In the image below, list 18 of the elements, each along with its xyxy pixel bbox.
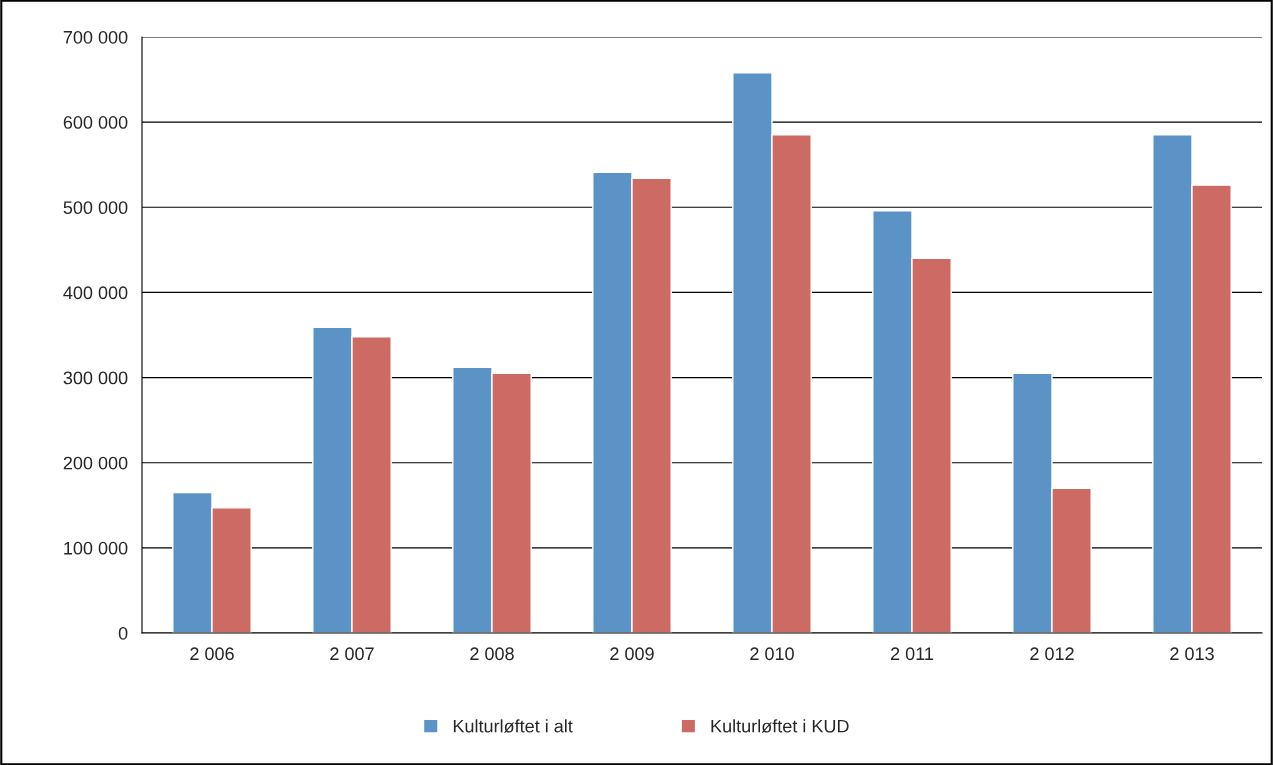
y-tick-label: 100 000 [64, 541, 128, 555]
y-tick-label: 500 000 [63, 201, 128, 215]
x-tick-label: 2 012 [1030, 647, 1074, 661]
legend-label: Kulturløftet i alt [453, 719, 573, 733]
x-tick-label: 2 009 [610, 647, 654, 661]
y-tick-label: 0 [118, 626, 128, 640]
y-tick-label: 600 000 [63, 116, 128, 129]
x-tick-label: 2 013 [1170, 647, 1214, 661]
y-tick-label: 300 000 [63, 371, 128, 385]
legend-label: Kulturløftet i KUD [711, 719, 849, 733]
y-tick-label: 200 000 [63, 456, 128, 470]
x-tick-label: 2 011 [890, 647, 934, 661]
y-tick-label: 700 000 [63, 30, 128, 44]
x-tick-label: 2 006 [190, 647, 234, 661]
x-tick-label: 2 007 [330, 647, 374, 661]
x-tick-label: 2 010 [750, 647, 794, 661]
x-tick-label: 2 008 [470, 647, 514, 661]
y-tick-label: 400 000 [63, 286, 128, 300]
